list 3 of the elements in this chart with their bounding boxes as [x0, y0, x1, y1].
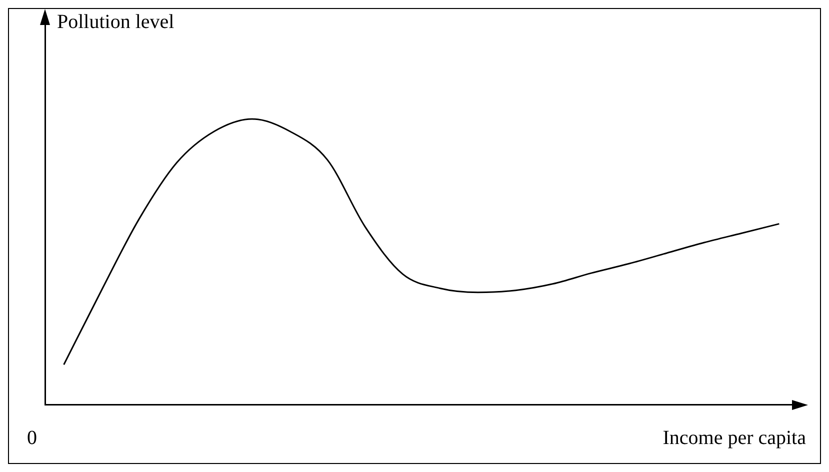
y-axis-title: Pollution level: [57, 11, 174, 34]
text: 0: [27, 427, 37, 450]
x-axis-title: Income per capita: [662, 427, 806, 450]
